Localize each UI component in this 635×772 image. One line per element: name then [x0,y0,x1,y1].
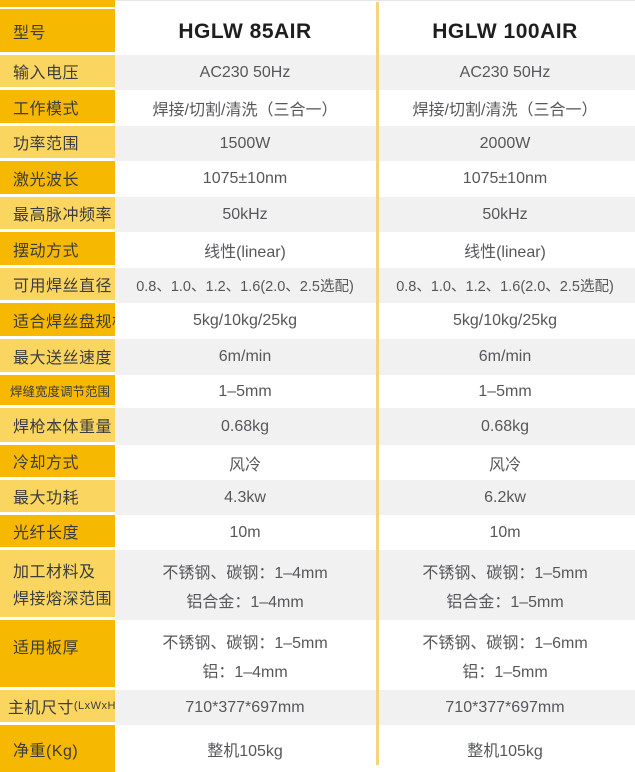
value-cell-85air: AC230 50Hz [199,63,291,81]
row-label-suffix: (LxWxH) [73,700,115,712]
column-divider-line [376,2,379,765]
spec-row-input-voltage: 输入电压 AC230 50Hz AC230 50Hz [0,55,635,90]
row-label: 摆动方式 [0,232,115,268]
value-line2: 铝合金：1–4mm [186,593,304,611]
value-cell-85air: 整机105kg [207,742,283,760]
value-cell-100air: 5kg/10kg/25kg [452,312,558,329]
model-name-85air: HGLW 85AIR [178,20,312,43]
spec-row-machine-dimensions: 主机尺寸(LxWxH) 710*377*697mm 710*377*697mm [0,690,635,725]
value-cell-100air: 1–5mm [478,382,532,400]
row-label: 适用板厚 [0,620,115,690]
value-cell-85air: 0.8、1.0、1.2、1.6(2.0、2.5选配) [136,279,354,295]
value-line1: 不锈钢、碳钢：1–4mm [162,564,328,582]
value-cell-85air: 1500W [219,134,271,152]
value-cell-100air: 6m/min [478,348,532,365]
spec-row-model: 型号 HGLW 85AIR HGLW 100AIR [0,9,635,55]
row-label: 最大功耗 [0,480,115,515]
value-cell-85air: 0.68kg [220,417,270,435]
value-cell-85air: 风冷 [228,456,261,474]
row-label: 主机尺寸(LxWxH) [0,690,115,725]
value-cell-100air: 2000W [479,134,531,152]
value-cell-85air: 10m [229,523,261,541]
value-cell-100air: 线性(linear) [464,244,546,261]
row-label-line1: 适用板厚 [13,639,80,657]
row-label: 输入电压 [0,55,115,90]
row-label: 可用焊丝直径 [0,268,115,303]
value-cell-100air: 50kHz [482,205,528,223]
value-line2: 铝：1–4mm [202,663,288,681]
spec-row-net-weight: 净重(Kg) 整机105kg 整机105kg [0,725,635,772]
row-label: 焊枪本体重量 [0,408,115,445]
value-cell-100air: 1075±10nm [462,170,548,187]
value-cell-85air: 6m/min [218,348,272,365]
value-line2: 铝：1–5mm [462,663,548,681]
row-label: 功率范围 [0,126,115,161]
value-cell-85air: 不锈钢、碳钢：1–4mm 铝合金：1–4mm [115,550,375,620]
row-label: 最大送丝速度 [0,339,115,375]
row-label-line1: 加工材料及 [13,563,96,581]
spec-row-wire-diameter: 可用焊丝直径 0.8、1.0、1.2、1.6(2.0、2.5选配) 0.8、1.… [0,268,635,303]
value-line1: 不锈钢、碳钢：1–5mm [422,564,588,582]
value-line1: 不锈钢、碳钢：1–6mm [422,634,588,652]
spec-row-wire-spool-size: 适合焊丝盘规格 5kg/10kg/25kg 5kg/10kg/25kg [0,303,635,339]
value-cell-100air: 不锈钢、碳钢：1–6mm 铝：1–5mm [375,620,635,690]
spec-row-seam-width-range: 焊缝宽度调节范围 1–5mm 1–5mm [0,375,635,408]
top-strip-gold [0,0,115,9]
model-name-100air: HGLW 100AIR [432,20,578,43]
value-cell-100air: 焊接/切割/清洗（三合一） [412,102,598,119]
spec-row-work-mode: 工作模式 焊接/切割/清洗（三合一） 焊接/切割/清洗（三合一） [0,90,635,126]
value-cell-100air: 整机105kg [467,742,543,760]
spec-row-power-range: 功率范围 1500W 2000W [0,126,635,161]
row-label: 加工材料及 焊接熔深范围 [0,550,115,620]
spec-row-max-power-consumption: 最大功耗 4.3kw 6.2kw [0,480,635,515]
row-label: 焊缝宽度调节范围 [0,375,115,408]
spec-row-cooling-method: 冷却方式 风冷 风冷 [0,445,635,480]
value-line1: 不锈钢、碳钢：1–5mm [162,634,328,652]
value-cell-100air: 0.8、1.0、1.2、1.6(2.0、2.5选配) [396,279,614,295]
value-cell-100air: 风冷 [488,456,521,474]
spec-row-laser-wavelength: 激光波长 1075±10nm 1075±10nm [0,161,635,197]
value-cell-85air: 1–5mm [218,382,272,400]
spec-row-torch-weight: 焊枪本体重量 0.68kg 0.68kg [0,408,635,445]
value-cell-85air: 5kg/10kg/25kg [192,312,298,329]
value-cell-85air: 1075±10nm [202,170,288,187]
spec-row-max-wire-feed-speed: 最大送丝速度 6m/min 6m/min [0,339,635,375]
row-label: 冷却方式 [0,445,115,480]
spec-row-wobble-mode: 摆动方式 线性(linear) 线性(linear) [0,232,635,268]
value-cell-100air: 0.68kg [480,417,530,435]
value-cell-100air: 不锈钢、碳钢：1–5mm 铝合金：1–5mm [375,550,635,620]
spec-row-fiber-length: 光纤长度 10m 10m [0,515,635,550]
row-label: 工作模式 [0,90,115,126]
row-label: 净重(Kg) [0,725,115,772]
value-cell-85air: 焊接/切割/清洗（三合一） [152,102,338,119]
value-cell-85air: 不锈钢、碳钢：1–5mm 铝：1–4mm [115,620,375,690]
value-cell-100air: AC230 50Hz [459,63,551,81]
value-cell-100air: 6.2kw [484,488,526,506]
spec-row-applicable-plate-thickness: 适用板厚 不锈钢、碳钢：1–5mm 铝：1–4mm 不锈钢、碳钢：1–6mm 铝… [0,620,635,690]
value-cell-85air: 710*377*697mm [185,698,305,716]
value-cell-100air: 710*377*697mm [445,698,565,716]
value-cell-85air: 50kHz [222,205,268,223]
spec-row-max-pulse-frequency: 最高脉冲频率 50kHz 50kHz [0,197,635,232]
value-cell-85air: 4.3kw [224,488,266,506]
row-label-main: 主机尺寸 [7,700,74,717]
value-cell-85air: 线性(linear) [204,244,286,261]
value-line2: 铝合金：1–5mm [446,593,564,611]
top-strip-blank [115,0,635,9]
spec-row-material-penetration-range: 加工材料及 焊接熔深范围 不锈钢、碳钢：1–4mm 铝合金：1–4mm 不锈钢、… [0,550,635,620]
row-label: 光纤长度 [0,515,115,550]
value-cell-100air: 10m [489,523,521,541]
top-strip [0,0,635,9]
row-label: 最高脉冲频率 [0,197,115,232]
row-label-line2: 焊接熔深范围 [13,591,113,609]
row-label-model: 型号 [0,9,115,55]
row-label: 激光波长 [0,161,115,197]
row-label: 适合焊丝盘规格 [0,303,115,339]
